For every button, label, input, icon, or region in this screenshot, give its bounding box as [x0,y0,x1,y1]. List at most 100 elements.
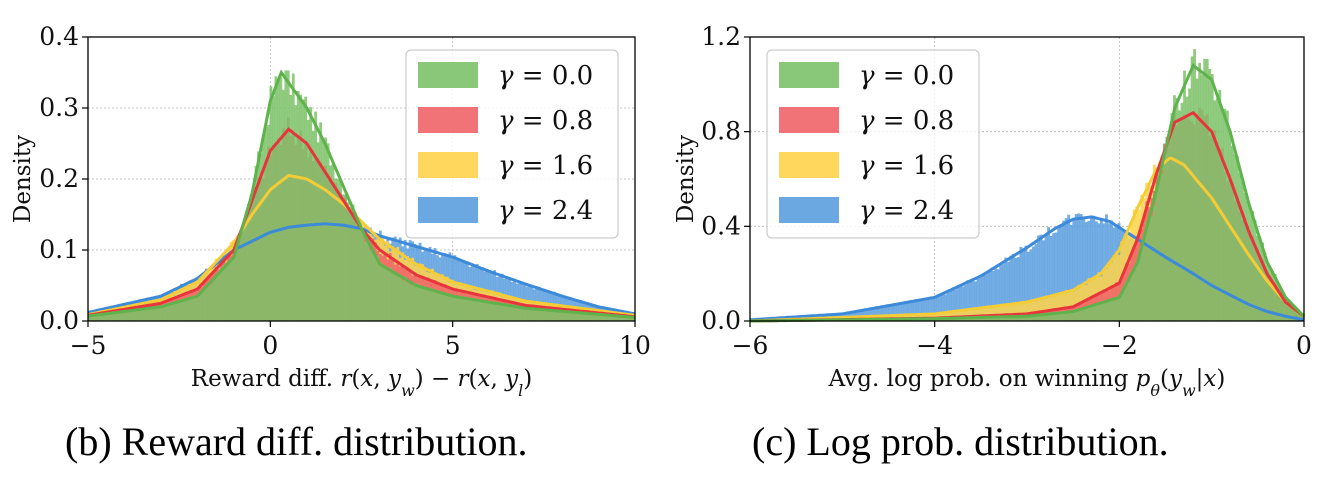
histogram-bar [1298,312,1302,321]
histogram-bar [1178,110,1181,321]
histogram-bar [1215,98,1219,321]
histogram-bar [989,317,993,321]
histogram-bar [179,300,183,321]
histogram-bar [177,301,181,321]
histogram-bar [455,295,459,321]
histogram-bar [1042,314,1045,321]
plot-area: −5 0 5 10 0.0 0.1 0.2 0.3 0.4 [39,22,651,360]
histogram-bar [1273,274,1277,321]
x-axis-label-part: , [373,366,388,392]
histogram-bar [540,308,544,321]
histogram-bar [1147,217,1151,321]
tick-layer: −5 0 5 10 0.0 0.1 0.2 0.3 0.4 [39,22,651,360]
histogram-bar [1100,304,1103,321]
histogram-bar [351,204,355,321]
histogram-bar [239,234,243,321]
histogram-bar [1054,312,1058,321]
histogram-bar [508,305,511,321]
histogram-bar [986,307,990,321]
histogram-bar [426,288,429,321]
histogram-bar [470,299,474,321]
histogram-bar [1034,315,1038,321]
histogram-bar [999,305,1003,321]
histogram-bar [1044,314,1048,321]
histogram-bar [966,317,970,321]
histogram-bar [137,310,141,321]
histogram-bar [1100,218,1103,321]
histogram-bar [994,305,998,321]
legend-label: γ = 2.4 [498,196,593,226]
histogram-bar [585,313,589,321]
histogram-bar [870,308,874,321]
histogram-bar [959,285,962,321]
histogram-bar [1160,173,1164,321]
histogram-bar [1057,293,1061,321]
histogram-bar [557,310,561,321]
histogram-bar [127,311,131,321]
histogram-bar [468,297,472,321]
histogram-bar [1039,234,1043,321]
histogram-bar [592,314,596,321]
series-layer [87,69,636,322]
histogram-bar [552,310,556,321]
histogram-bar [306,119,310,321]
histogram-bar [969,280,972,321]
histogram-bar [1152,205,1156,321]
histogram-bar [1256,235,1259,321]
y-tick-label: 0.0 [701,306,741,335]
histogram-bar [1135,266,1139,321]
x-axis-label-part: ) [523,366,532,392]
histogram-bar [214,274,218,321]
legend-label: γ = 0.0 [498,61,593,91]
histogram-bar [160,306,163,321]
histogram-bar [433,291,437,321]
histogram-bar [1271,271,1275,321]
histogram-bar [130,310,134,321]
histogram-bar [326,143,330,321]
histogram-bar [418,286,422,321]
histogram-bar [1029,316,1033,321]
histogram-bar [485,300,489,321]
histogram-bar [520,307,524,321]
histogram-bar [451,296,454,321]
histogram-bar [510,307,514,321]
histogram-bar [406,283,410,321]
histogram-bar [396,276,400,321]
histogram-bar [547,310,551,321]
legend-label: γ = 0.0 [859,61,954,91]
histogram-bar [1120,292,1123,321]
histogram-bar [493,303,497,321]
histogram-bar [938,295,942,321]
histogram-bar [363,241,367,321]
x-axis-label-part: Avg. log prob. on winning [828,366,1136,392]
histogram-bar [88,315,91,321]
x-tick-label: −6 [732,331,769,360]
histogram-bar [885,306,889,321]
histogram-bar [545,309,549,321]
histogram-bar [383,265,387,321]
y-axis-label: Density [10,135,36,223]
histogram-bar [346,202,350,321]
legend-label: γ = 0.8 [498,106,593,136]
histogram-bar [878,307,882,321]
histogram-bar [984,317,988,321]
histogram-bar [1052,313,1055,321]
histogram-bar [1067,290,1071,321]
histogram-bar [1185,96,1189,321]
histogram-bar [167,304,171,321]
histogram-bar [953,289,957,321]
histogram-bar [368,250,372,321]
tick-layer: −6 −4 −2 0 0.0 0.4 0.8 1.2 [701,22,1312,360]
histogram-bar [873,307,877,321]
histogram-bar [465,297,469,321]
histogram-bar [984,307,988,321]
histogram-bar [1082,307,1086,321]
histogram-bar [888,306,892,321]
histogram-bar [411,285,415,321]
legend-swatch [779,107,839,133]
histogram-bar [1011,316,1015,321]
histogram-bar [550,310,554,321]
histogram-bar [199,292,203,321]
histogram-bar [1165,151,1169,321]
histogram-bar [279,76,283,321]
